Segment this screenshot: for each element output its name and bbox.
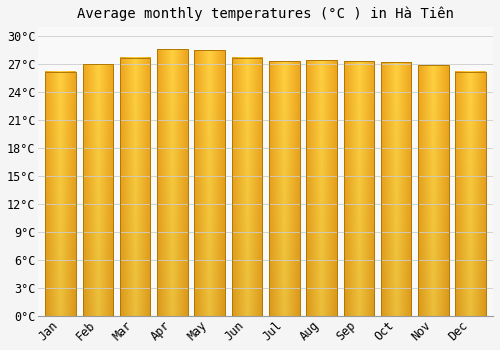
Bar	[46, 71, 76, 316]
Bar	[306, 60, 337, 316]
Bar	[157, 49, 188, 316]
Bar	[456, 71, 486, 316]
Bar	[381, 62, 412, 316]
Bar	[344, 61, 374, 316]
Bar	[418, 65, 448, 316]
Bar	[120, 57, 150, 316]
Bar	[232, 57, 262, 316]
Bar	[82, 64, 113, 316]
Bar	[269, 61, 300, 316]
Bar	[194, 50, 225, 316]
Title: Average monthly temperatures (°C ) in Hà Tiên: Average monthly temperatures (°C ) in Hà…	[77, 7, 454, 21]
